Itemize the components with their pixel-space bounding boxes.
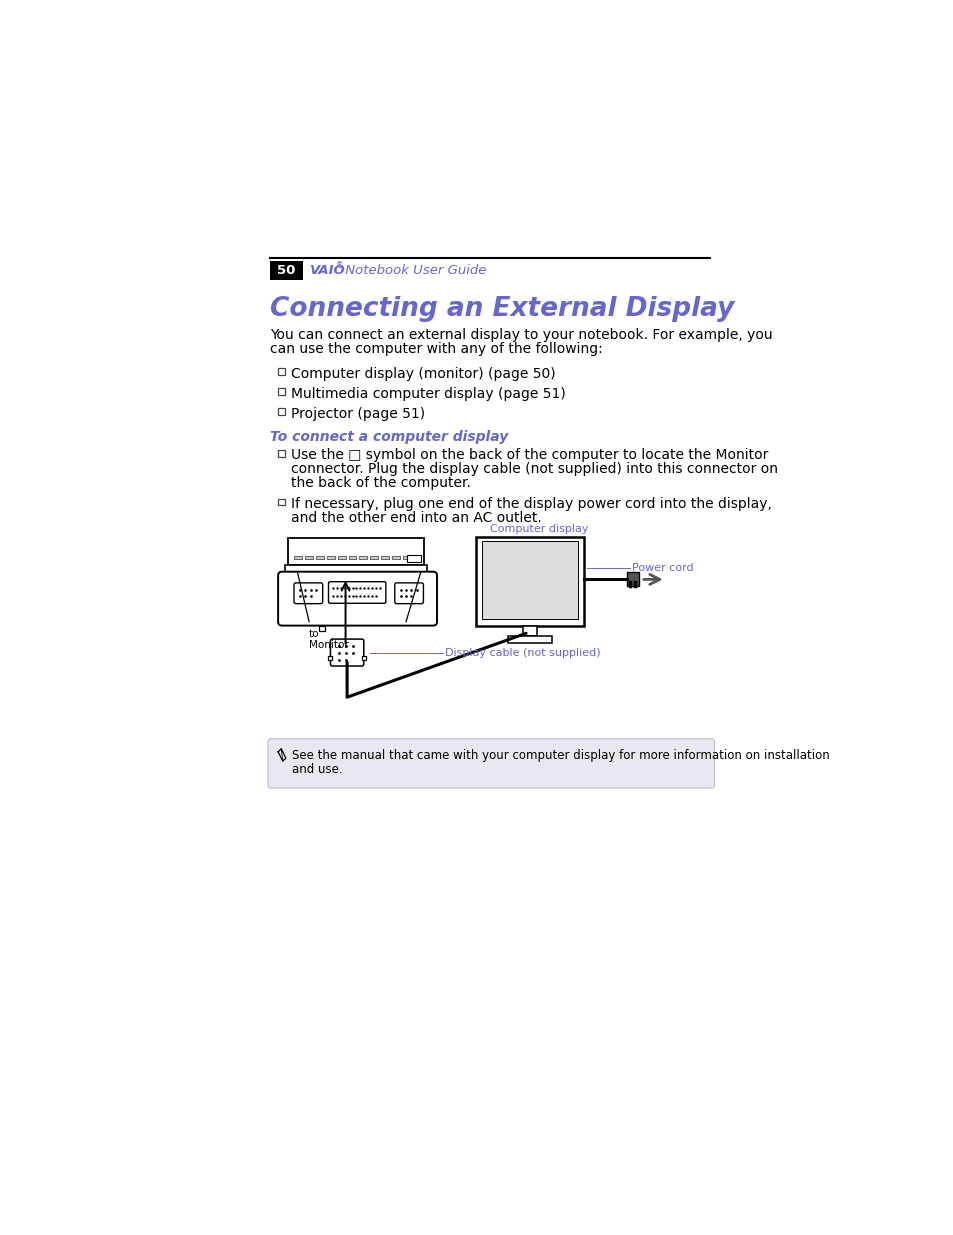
Text: See the manual that came with your computer display for more information on inst: See the manual that came with your compu… <box>292 748 829 762</box>
Text: VAIO: VAIO <box>310 264 345 277</box>
Text: and the other end into an AC outlet.: and the other end into an AC outlet. <box>291 511 541 525</box>
Text: To connect a computer display: To connect a computer display <box>270 430 508 445</box>
Text: Use the □ symbol on the back of the computer to locate the Monitor: Use the □ symbol on the back of the comp… <box>291 448 768 462</box>
Bar <box>337 556 345 559</box>
Text: Computer display: Computer display <box>489 524 588 534</box>
Text: Connecting an External Display: Connecting an External Display <box>270 296 734 322</box>
Bar <box>361 656 365 661</box>
Bar <box>522 626 537 636</box>
Text: connector. Plug the display cable (not supplied) into this connector on: connector. Plug the display cable (not s… <box>291 462 778 477</box>
FancyBboxPatch shape <box>278 572 436 626</box>
Bar <box>476 537 583 626</box>
Bar <box>328 656 332 661</box>
Bar <box>288 537 423 564</box>
Text: 50: 50 <box>277 264 295 277</box>
Bar <box>381 556 389 559</box>
Bar <box>507 636 552 643</box>
Text: Multimedia computer display (page 51): Multimedia computer display (page 51) <box>291 387 565 401</box>
Text: can use the computer with any of the following:: can use the computer with any of the fol… <box>270 342 602 356</box>
Bar <box>327 556 335 559</box>
Text: Power cord: Power cord <box>631 563 693 573</box>
Bar <box>278 499 285 505</box>
Bar <box>294 556 302 559</box>
Text: to: to <box>309 630 319 640</box>
FancyBboxPatch shape <box>294 583 322 604</box>
Text: and use.: and use. <box>292 763 342 776</box>
Bar <box>315 556 323 559</box>
Bar <box>278 409 285 415</box>
Text: Display cable (not supplied): Display cable (not supplied) <box>444 647 599 657</box>
Bar <box>414 556 421 559</box>
Text: Computer display (monitor) (page 50): Computer display (monitor) (page 50) <box>291 367 556 380</box>
Text: If necessary, plug one end of the display power cord into the display,: If necessary, plug one end of the displa… <box>291 496 771 511</box>
Bar <box>278 450 285 457</box>
Bar <box>348 556 356 559</box>
FancyBboxPatch shape <box>328 582 385 603</box>
Bar <box>359 556 367 559</box>
Text: Monitor: Monitor <box>309 640 349 651</box>
FancyBboxPatch shape <box>330 638 363 666</box>
Bar <box>270 262 303 280</box>
Text: ®: ® <box>335 262 343 270</box>
Bar <box>406 555 420 562</box>
Bar <box>370 556 377 559</box>
Bar <box>402 556 410 559</box>
Bar <box>392 556 399 559</box>
Text: You can connect an external display to your notebook. For example, you: You can connect an external display to y… <box>270 327 772 342</box>
Text: the back of the computer.: the back of the computer. <box>291 477 471 490</box>
Bar <box>278 389 285 395</box>
Bar <box>305 556 313 559</box>
Bar <box>481 541 578 620</box>
Bar <box>285 564 427 573</box>
Text: Projector (page 51): Projector (page 51) <box>291 406 425 421</box>
FancyBboxPatch shape <box>395 583 423 604</box>
Bar <box>319 626 324 631</box>
Bar <box>278 368 285 375</box>
Text: Notebook User Guide: Notebook User Guide <box>340 264 486 277</box>
FancyBboxPatch shape <box>268 739 714 788</box>
Bar <box>626 573 639 587</box>
